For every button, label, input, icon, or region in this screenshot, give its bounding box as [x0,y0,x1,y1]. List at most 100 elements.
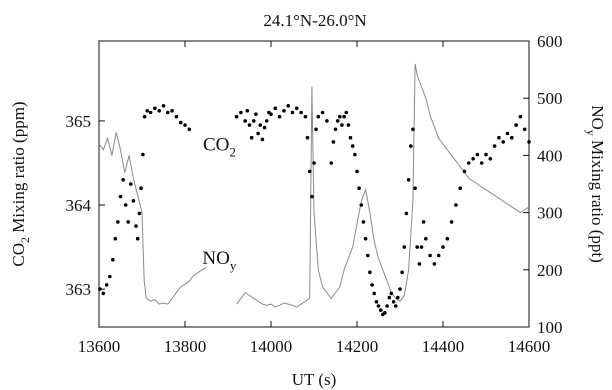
co2-point [134,224,138,228]
co2-point [436,253,441,258]
co2-point [415,245,420,249]
co2-point [350,144,355,148]
co2-point [116,220,120,224]
co2-point [368,270,372,275]
co2-point [153,106,157,111]
co2-point [118,194,123,199]
x-tick-label: 14600 [508,337,551,356]
y-right-axis-label: NOy Mixing ratio (ppt) [584,105,607,263]
co2-point [174,114,179,119]
co2-point [402,245,407,249]
co2-point [353,152,357,157]
y-left-tick-label: 363 [66,280,92,299]
y-right-label-sub: y [584,130,598,136]
co2-point [111,257,115,262]
co2-point [157,109,161,113]
co2-point [316,114,321,119]
co2-point [312,161,316,165]
noy-line-segment [236,63,530,308]
y-right-tick-label: 100 [537,318,563,337]
co2-point [234,114,239,119]
co2-point [522,127,527,132]
co2-point [458,186,463,190]
co2-point [290,110,295,115]
co2-point [299,110,303,115]
co2-point [449,220,454,224]
co2-point [166,110,170,115]
co2-point [340,123,344,127]
co2-point [258,123,263,127]
noy-series [98,63,530,308]
co2-point [145,109,149,113]
co2-point [378,308,383,313]
series-annotation: CO2 [203,134,236,159]
co2-point [123,203,128,207]
co2-series [98,104,531,317]
co2-point [370,283,374,287]
co2-point [129,182,133,186]
y-right-tick-label: 400 [537,146,563,165]
chart-title: 24.1°N-26.0°N [263,11,366,30]
co2-point [320,110,325,115]
y-left-label-sub: 2 [18,237,32,243]
co2-point [331,140,336,144]
co2-point [527,140,531,144]
co2-point [310,194,314,199]
co2-point [239,110,243,115]
co2-point [260,137,265,142]
y-left-label-rest: Mixing ratio (ppm) [9,101,28,237]
co2-point [505,131,510,136]
co2-point [245,109,250,113]
co2-point [359,203,364,207]
co2-point [104,283,109,287]
co2-point [471,157,475,161]
co2-point [256,131,260,136]
y-left-tick-label: 364 [66,196,92,215]
y-left-label-main: CO [9,243,28,267]
co2-point [514,123,518,127]
co2-point [475,152,480,157]
co2-point [424,236,428,241]
y-right-axis-ticks: 100 200 300 400 500 600 [523,32,563,337]
y-right-tick-label: 500 [537,89,563,108]
y-right-label-main: NO [588,105,607,130]
co2-point [419,245,424,249]
co2-point [389,291,394,296]
co2-point [400,270,404,275]
co2-point [393,304,398,308]
co2-point [445,236,450,241]
co2-point [342,114,346,119]
co2-point [338,114,342,119]
co2-point [135,236,140,241]
co2-point [307,169,312,174]
co2-point [303,114,308,119]
co2-point [139,186,143,190]
co2-point [357,186,361,190]
x-tick-label: 14400 [422,337,465,356]
plot-frame [98,40,530,328]
co2-point [178,120,183,125]
co2-point [374,300,379,304]
co2-point [417,262,422,266]
co2-point [411,127,415,132]
co2-point [264,119,269,123]
x-tick-label: 14000 [250,337,293,356]
co2-point [361,220,366,224]
co2-point [398,287,402,291]
co2-point [404,211,409,216]
co2-point [479,161,484,165]
co2-point [432,262,437,266]
plot-area [98,40,531,328]
co2-point [243,119,247,123]
co2-point [126,220,130,224]
co2-point [187,127,192,132]
co2-point [348,135,353,140]
co2-point [406,178,411,182]
series-annotation: NOy [202,248,236,273]
svg-text:CO2 Mixing ratio (ppm): CO2 Mixing ratio (ppm) [9,101,32,266]
noy-line-segment [98,132,207,305]
co2-point [355,169,359,174]
co2-point [346,123,351,127]
co2-point [462,169,467,174]
